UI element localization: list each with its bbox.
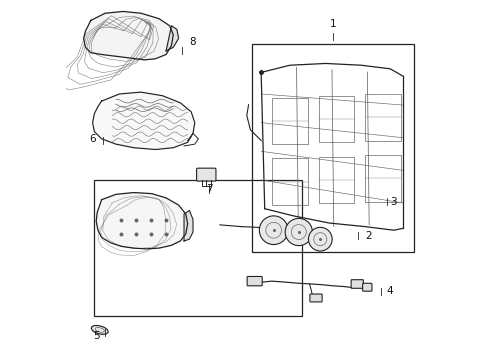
Text: 6: 6 — [89, 134, 96, 144]
Ellipse shape — [92, 325, 108, 334]
Bar — [95, 180, 302, 316]
Text: 5: 5 — [93, 331, 99, 341]
Bar — [318, 157, 354, 203]
Bar — [318, 96, 354, 142]
Circle shape — [259, 216, 288, 244]
Polygon shape — [166, 26, 179, 51]
Text: 1: 1 — [330, 19, 336, 29]
Text: 3: 3 — [391, 197, 397, 207]
Text: 2: 2 — [366, 231, 372, 240]
Circle shape — [309, 227, 332, 251]
Polygon shape — [96, 193, 188, 249]
FancyBboxPatch shape — [247, 276, 262, 286]
FancyBboxPatch shape — [351, 280, 364, 288]
Bar — [272, 98, 308, 144]
FancyBboxPatch shape — [310, 294, 322, 302]
Bar — [252, 44, 414, 252]
Bar — [365, 94, 401, 140]
Circle shape — [285, 219, 313, 246]
Polygon shape — [184, 211, 193, 241]
Bar — [365, 155, 401, 202]
Polygon shape — [84, 12, 173, 60]
Text: 4: 4 — [387, 286, 393, 296]
FancyBboxPatch shape — [363, 283, 372, 291]
Text: 7: 7 — [206, 184, 213, 194]
Bar — [272, 158, 308, 205]
Polygon shape — [93, 92, 195, 149]
FancyBboxPatch shape — [196, 168, 216, 181]
Text: 8: 8 — [190, 37, 196, 47]
